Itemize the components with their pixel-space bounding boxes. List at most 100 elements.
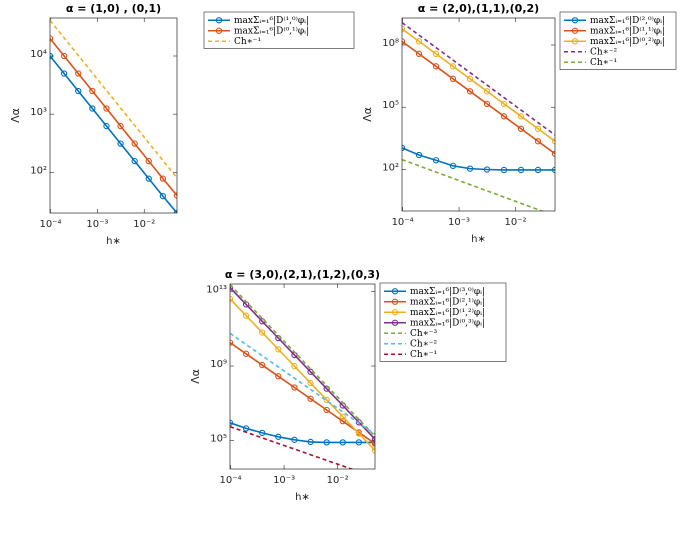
data-point (230, 339, 234, 346)
data-point (517, 113, 525, 120)
legend-marker (391, 298, 399, 305)
data-point (517, 125, 525, 132)
chart-title: α = (3,0),(2,1),(1,2),(0,3) (225, 268, 380, 281)
plot-frame (401, 17, 556, 212)
data-point (242, 425, 250, 432)
data-point (483, 166, 491, 173)
data-point (117, 140, 124, 147)
y-axis-label: Λα (361, 107, 374, 122)
legend-label: maxΣᵢ₌₁⁶|D⁽⁰,²⁾φᵢ| (590, 36, 665, 47)
data-point (415, 151, 423, 159)
legend-marker (571, 17, 579, 24)
data-point (339, 413, 346, 420)
data-point (355, 439, 363, 446)
series-line (230, 287, 375, 440)
data-point (259, 361, 266, 369)
legend-label: maxΣᵢ₌₁⁶|D⁽²,¹⁾φᵢ| (410, 296, 485, 307)
series-line (230, 422, 375, 444)
data-point (60, 70, 68, 77)
legend-marker (391, 288, 399, 295)
data-point (323, 406, 330, 414)
data-point (145, 175, 152, 182)
data-point (307, 379, 314, 387)
data-point (415, 50, 423, 57)
legend-label: maxΣᵢ₌₁⁶|D⁽⁰,¹⁾φᵢ| (234, 25, 309, 36)
y-tick-label: 10³ (30, 107, 47, 118)
plot-area (402, 18, 555, 211)
data-point (145, 157, 152, 165)
data-point (466, 75, 474, 82)
data-point (291, 363, 298, 370)
legend-marker (215, 27, 223, 34)
y-axis-label: Λα (9, 108, 22, 123)
data-point (500, 100, 508, 107)
data-point (466, 165, 474, 172)
legend-marker (391, 319, 399, 326)
chart: 10⁻⁴ 10⁻³ 10⁻² 10⁵ 10⁹ 10¹³ α = (3,0),(2,1),(1… (189, 268, 507, 503)
data-point (449, 162, 457, 169)
data-point (275, 373, 282, 380)
data-point (432, 50, 440, 57)
chart: 10⁻⁴ 10⁻³ 10⁻² 10² 10⁵ 10⁸ α = (2,0),(1,1),(0,… (361, 2, 677, 245)
data-point (259, 329, 266, 336)
data-point (159, 192, 167, 200)
data-point (75, 70, 82, 77)
series-line (402, 28, 555, 142)
chart-title: α = (2,0),(1,1),(0,2) (418, 2, 539, 15)
data-point (159, 175, 167, 182)
data-point (415, 38, 423, 45)
data-point (483, 100, 491, 107)
x-tick-label: 10⁻⁴ (392, 217, 414, 228)
legend-marker (215, 17, 223, 24)
x-tick-label: 10⁻² (505, 217, 527, 228)
x-tick-label: 10⁻³ (86, 219, 108, 230)
y-axis-label: Λα (189, 369, 202, 384)
data-point (103, 122, 110, 130)
y-tick-label: 10⁸ (382, 38, 399, 49)
data-point (117, 122, 124, 130)
series-line (402, 40, 555, 155)
plot-frame (229, 283, 376, 470)
data-point (323, 396, 330, 404)
legend-label: Ch∗⁻³ (410, 329, 438, 339)
x-tick-label: 10⁻² (327, 475, 349, 486)
data-point (432, 157, 440, 164)
x-axis-label: h∗ (106, 236, 121, 247)
y-tick-label: 10⁴ (30, 49, 47, 60)
data-point (551, 166, 555, 174)
data-point (275, 433, 282, 440)
data-point (402, 144, 406, 152)
data-point (402, 25, 406, 32)
x-tick-label: 10⁻³ (273, 475, 295, 486)
data-point (103, 105, 110, 112)
legend-box (203, 11, 355, 49)
x-tick-label: 10⁻² (133, 219, 155, 230)
data-point (275, 346, 282, 353)
series-line (50, 37, 177, 197)
data-point (259, 429, 266, 437)
data-point (242, 350, 250, 357)
data-point (534, 138, 542, 145)
data-point (75, 87, 82, 95)
data-point (89, 105, 96, 112)
chart-title: α = (1,0) , (0,1) (66, 2, 161, 15)
data-point (500, 113, 508, 120)
y-tick-label: 10² (382, 162, 399, 173)
data-point (230, 419, 234, 426)
x-tick-label: 10⁻³ (448, 217, 470, 228)
y-tick-label: 10² (30, 165, 47, 176)
data-point (307, 395, 314, 402)
data-point (432, 63, 440, 70)
y-tick-label: 10⁵ (210, 434, 227, 445)
y-tick-label: 10⁹ (210, 359, 227, 370)
data-point (449, 75, 457, 82)
data-point (551, 138, 555, 145)
data-point (339, 439, 346, 446)
data-point (339, 418, 346, 425)
legend-label: Ch∗⁻² (410, 339, 438, 349)
legend-label: maxΣᵢ₌₁⁶|D⁽⁰,³⁾φᵢ| (410, 317, 485, 328)
legend: maxΣᵢ₌₁⁶|D⁽³,⁰⁾φᵢ|maxΣᵢ₌₁⁶|D⁽²,¹⁾φᵢ|maxΣ… (379, 282, 507, 362)
plot-frame (49, 17, 178, 214)
